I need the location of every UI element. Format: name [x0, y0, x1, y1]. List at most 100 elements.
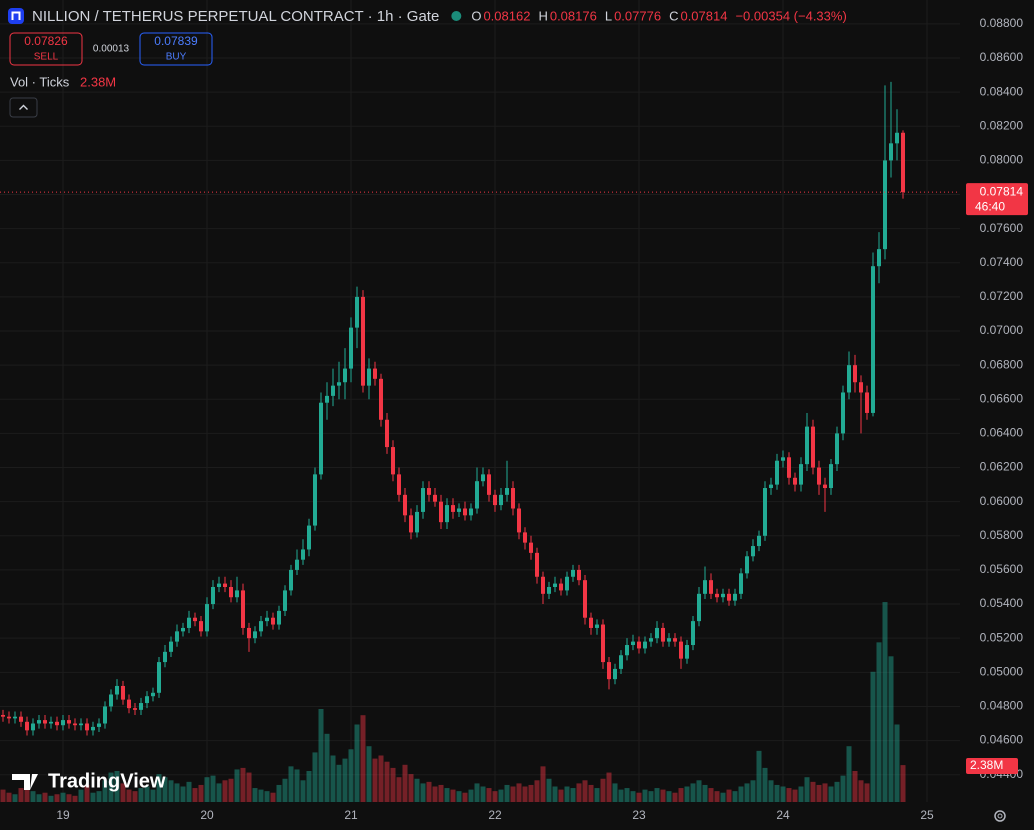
volume-bar [894, 724, 900, 802]
x-tick-label: 24 [776, 808, 790, 822]
candle-body [133, 708, 137, 710]
candle-body [847, 365, 851, 393]
collapse-button[interactable] [9, 97, 38, 118]
legend-label: O [471, 8, 481, 23]
candle-body [271, 617, 275, 625]
x-tick-label: 25 [920, 808, 934, 822]
volume-bar [732, 791, 738, 802]
volume-bar [618, 789, 624, 802]
candle-body [607, 662, 611, 680]
volume-bar [354, 724, 360, 802]
candle-body [643, 641, 647, 649]
legend-change: −0.00354 (−4.33%) [735, 8, 846, 23]
volume-bar [660, 789, 666, 802]
volume-bar [594, 788, 600, 802]
volume-value: 2.38M [80, 74, 116, 89]
candle-body [673, 638, 677, 642]
volume-bar [636, 792, 642, 802]
buy-button[interactable] [139, 32, 213, 66]
candle-body [757, 535, 761, 547]
volume-bar [762, 767, 768, 802]
grid [0, 0, 960, 802]
candle-body [241, 590, 245, 628]
status-dot [451, 11, 462, 21]
volume-bar [306, 771, 312, 802]
candle-body [583, 580, 587, 618]
candle-body [103, 706, 107, 724]
candle-body [445, 505, 449, 523]
volume-bar [504, 784, 510, 802]
volume-bar [372, 758, 378, 802]
volume-bar [528, 784, 534, 802]
volume-bar [870, 671, 876, 802]
volume-bar [294, 769, 300, 802]
candle-body [199, 621, 203, 632]
candle-body [853, 365, 857, 383]
volume-bar [162, 777, 168, 802]
y-tick-label: 0.08800 [980, 16, 1024, 30]
settings-icon[interactable] [994, 810, 1006, 822]
volume-bar [60, 792, 66, 802]
volume-bar [438, 784, 444, 802]
volume-bar [390, 767, 396, 802]
symbol-logo-glyph [11, 11, 21, 20]
candle-body [109, 694, 113, 707]
volume-bar [480, 786, 486, 802]
candle-body [691, 621, 695, 646]
volume-bar [570, 788, 576, 802]
candle-body [157, 662, 161, 693]
candle-body [247, 627, 251, 639]
candle-body [649, 638, 653, 642]
chevron-icon [19, 104, 28, 110]
candle-body [799, 464, 803, 485]
volume-bar [198, 784, 204, 802]
candle-body [439, 501, 443, 523]
volume-bar [156, 774, 162, 802]
candle-body [307, 525, 311, 550]
volume-bar [804, 777, 810, 802]
candle-body [163, 651, 167, 663]
volume-bar [126, 789, 132, 802]
candle-body [283, 590, 287, 611]
candle-body [277, 610, 281, 625]
candle-body [841, 392, 845, 434]
volume-tag-label: 2.38M [970, 758, 1003, 772]
volume-bar [204, 777, 210, 802]
candle-body [385, 419, 389, 448]
candle-body [787, 457, 791, 478]
volume-bar [264, 791, 270, 802]
sell-button[interactable] [9, 32, 83, 66]
y-tick-label: 0.06400 [980, 426, 1024, 440]
candle-body [1, 714, 5, 717]
candle-body [511, 488, 515, 509]
candle-body [727, 593, 731, 601]
volume-bar [36, 794, 42, 802]
candle-body [805, 426, 809, 465]
candle-body [361, 296, 365, 386]
legend-value: 0.08162 [483, 8, 530, 23]
candle-body [895, 132, 899, 144]
x-tick-label: 20 [200, 808, 214, 822]
volume-bar [822, 783, 828, 802]
candle-body [427, 488, 431, 495]
candle-body [661, 627, 665, 642]
y-tick-label: 0.05400 [980, 596, 1024, 610]
candle-body [415, 511, 419, 533]
overlay: NILLION / TETHERUS PERPETUAL CONTRACT · … [8, 8, 1028, 822]
candle-body [379, 378, 383, 420]
volume-bar [840, 775, 846, 802]
volume-bar [684, 786, 690, 802]
candle-body [403, 494, 407, 516]
sell-label: SELL [34, 52, 59, 63]
candle-body [613, 668, 617, 680]
candle-body [571, 569, 575, 577]
y-tick-label: 0.07400 [980, 255, 1024, 269]
volume-bar [750, 780, 756, 802]
candle-body [739, 573, 743, 594]
candle-body [181, 627, 185, 632]
volume-bar [174, 783, 180, 802]
volume-bar [876, 642, 882, 802]
countdown-label: 46:40 [975, 199, 1005, 213]
buy-label: BUY [166, 52, 187, 63]
volume-bar [744, 783, 750, 802]
